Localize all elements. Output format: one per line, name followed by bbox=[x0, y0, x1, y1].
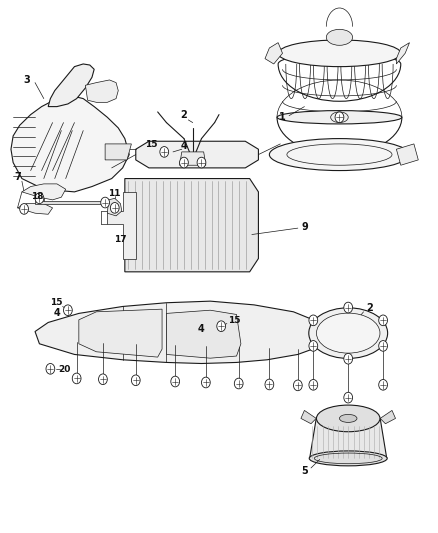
Ellipse shape bbox=[110, 203, 119, 213]
Polygon shape bbox=[265, 43, 283, 64]
Ellipse shape bbox=[344, 302, 353, 313]
Polygon shape bbox=[107, 192, 136, 259]
Polygon shape bbox=[85, 80, 118, 102]
Polygon shape bbox=[11, 96, 129, 192]
Ellipse shape bbox=[197, 157, 206, 168]
Polygon shape bbox=[22, 184, 66, 200]
Ellipse shape bbox=[344, 392, 353, 403]
Ellipse shape bbox=[180, 157, 188, 168]
Text: 15: 15 bbox=[228, 317, 240, 325]
Ellipse shape bbox=[64, 305, 72, 316]
Ellipse shape bbox=[293, 380, 302, 391]
Polygon shape bbox=[396, 144, 418, 165]
Ellipse shape bbox=[316, 313, 380, 353]
Ellipse shape bbox=[99, 374, 107, 385]
Text: 20: 20 bbox=[59, 366, 71, 374]
Ellipse shape bbox=[20, 204, 28, 214]
Text: 15: 15 bbox=[145, 141, 157, 149]
Polygon shape bbox=[310, 418, 387, 458]
Polygon shape bbox=[48, 64, 94, 107]
Ellipse shape bbox=[269, 139, 410, 171]
Ellipse shape bbox=[278, 40, 401, 67]
Polygon shape bbox=[35, 201, 110, 204]
Ellipse shape bbox=[101, 197, 110, 208]
Polygon shape bbox=[136, 141, 258, 168]
Text: 2: 2 bbox=[367, 303, 374, 313]
Text: 3: 3 bbox=[23, 75, 30, 85]
Ellipse shape bbox=[309, 308, 388, 358]
Text: 17: 17 bbox=[114, 236, 127, 244]
Polygon shape bbox=[18, 204, 53, 214]
Polygon shape bbox=[35, 301, 324, 364]
Text: 1: 1 bbox=[279, 112, 286, 122]
Ellipse shape bbox=[265, 379, 274, 390]
Ellipse shape bbox=[72, 373, 81, 384]
Ellipse shape bbox=[277, 110, 402, 124]
Ellipse shape bbox=[46, 364, 55, 374]
Text: 11: 11 bbox=[109, 189, 121, 198]
Text: 7: 7 bbox=[14, 173, 21, 182]
Ellipse shape bbox=[160, 147, 169, 157]
Polygon shape bbox=[105, 144, 131, 160]
Ellipse shape bbox=[344, 353, 353, 364]
Ellipse shape bbox=[131, 375, 140, 385]
Ellipse shape bbox=[331, 112, 348, 123]
Ellipse shape bbox=[335, 112, 344, 123]
Text: 4: 4 bbox=[198, 325, 205, 334]
Ellipse shape bbox=[234, 378, 243, 389]
Ellipse shape bbox=[326, 29, 353, 45]
Ellipse shape bbox=[379, 379, 388, 390]
Ellipse shape bbox=[379, 315, 388, 326]
Polygon shape bbox=[396, 43, 410, 64]
Ellipse shape bbox=[309, 341, 318, 351]
Ellipse shape bbox=[339, 415, 357, 422]
Ellipse shape bbox=[217, 321, 226, 332]
Text: 2: 2 bbox=[180, 110, 187, 119]
Text: 18: 18 bbox=[31, 192, 43, 200]
Polygon shape bbox=[107, 198, 122, 216]
Polygon shape bbox=[125, 179, 258, 272]
Ellipse shape bbox=[309, 379, 318, 390]
Text: 5: 5 bbox=[301, 466, 308, 475]
Ellipse shape bbox=[35, 193, 44, 204]
Polygon shape bbox=[79, 309, 162, 357]
Text: 9: 9 bbox=[301, 222, 308, 231]
Ellipse shape bbox=[316, 405, 380, 432]
Polygon shape bbox=[180, 152, 206, 165]
Text: 4: 4 bbox=[180, 141, 187, 151]
Polygon shape bbox=[301, 410, 316, 424]
Polygon shape bbox=[166, 310, 241, 358]
Text: 15: 15 bbox=[50, 298, 62, 307]
Ellipse shape bbox=[201, 377, 210, 388]
Polygon shape bbox=[380, 410, 396, 424]
Ellipse shape bbox=[171, 376, 180, 387]
Ellipse shape bbox=[309, 451, 387, 466]
Ellipse shape bbox=[309, 315, 318, 326]
Ellipse shape bbox=[379, 341, 388, 351]
Text: 4: 4 bbox=[53, 309, 60, 318]
